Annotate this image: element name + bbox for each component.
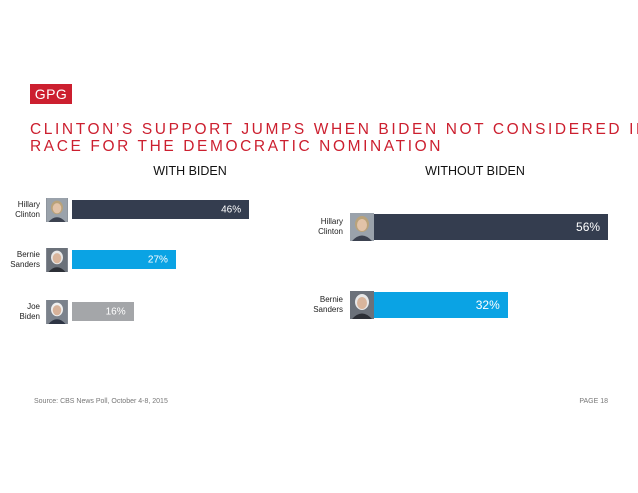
- category-label-line: Sanders: [10, 259, 40, 269]
- category-label-line: Bernie: [319, 295, 343, 304]
- bar-value-label: 27%: [147, 254, 168, 265]
- gpg-logo: GPG: [30, 84, 72, 104]
- bar: 27%: [72, 250, 176, 269]
- category-label-line: Bernie: [16, 249, 40, 259]
- sanders-photo-icon: [350, 291, 374, 319]
- sanders-photo-icon: [46, 247, 68, 272]
- bar-value-label: 16%: [105, 306, 126, 317]
- page-number: PAGE 18: [579, 398, 608, 405]
- category-label-line: Biden: [19, 311, 40, 321]
- category-label-line: Joe: [27, 301, 40, 311]
- category-label: Hillary Clinton: [15, 200, 40, 220]
- panel-title-with-biden: WITH BIDEN: [153, 164, 227, 178]
- bar: 16%: [72, 302, 134, 321]
- title-line-1: CLINTON’S SUPPORT JUMPS WHEN BIDEN NOT C…: [30, 121, 638, 138]
- category-label: Hillary Clinton: [318, 217, 343, 237]
- bar-value-label: 56%: [576, 220, 601, 234]
- category-label-line: Hillary: [17, 199, 40, 209]
- category-label-line: Hillary: [320, 217, 343, 226]
- category-label-line: Sanders: [313, 305, 343, 314]
- clinton-photo-icon: [46, 197, 68, 222]
- bar: 32%: [374, 292, 508, 318]
- title-line-2: RACE FOR THE DEMOCRATIC NOMINATION: [30, 138, 444, 155]
- category-label-line: Clinton: [318, 227, 343, 236]
- category-label: Joe Biden: [20, 302, 40, 322]
- category-label: Bernie Sanders: [10, 250, 40, 270]
- bar: 56%: [374, 214, 609, 240]
- page-title: CLINTON’S SUPPORT JUMPS WHEN BIDEN NOT C…: [30, 121, 638, 155]
- bar-value-label: 46%: [221, 204, 242, 215]
- biden-photo-icon: [46, 299, 68, 324]
- clinton-photo-icon: [350, 213, 374, 241]
- bar-value-label: 32%: [475, 298, 500, 312]
- category-label-line: Clinton: [15, 209, 40, 219]
- source-note: Source: CBS News Poll, October 4-8, 2015: [34, 398, 168, 405]
- bar: 46%: [72, 200, 250, 219]
- category-label: Bernie Sanders: [313, 295, 343, 315]
- panel-title-without-biden: WITHOUT BIDEN: [425, 164, 525, 178]
